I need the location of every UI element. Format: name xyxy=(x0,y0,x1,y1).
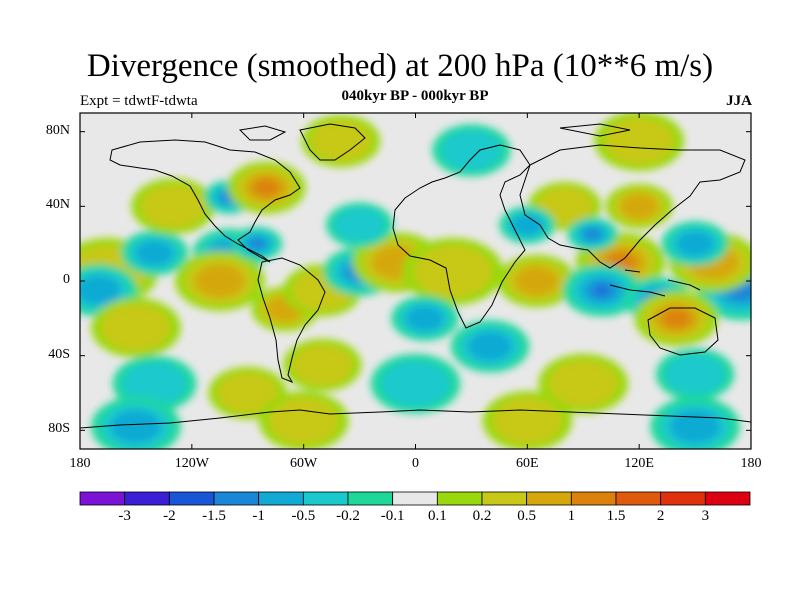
colorbar-box xyxy=(258,491,304,506)
colorbar-box xyxy=(302,491,349,506)
coastline-arctic-islands xyxy=(238,123,631,141)
colorbar-label: -2 xyxy=(163,508,176,524)
colorbar-box xyxy=(660,491,706,506)
colorbar-label: 2 xyxy=(656,508,665,524)
lon-label: 60W xyxy=(290,456,318,471)
coastline-indonesia xyxy=(609,269,701,297)
colorbar-label: -0.5 xyxy=(291,508,316,524)
coastline-north-america xyxy=(109,139,301,263)
experiment-label: Expt = tdwtF-tdwta xyxy=(80,93,198,109)
field-divergence-32-level-1 xyxy=(217,372,279,414)
colorbar-box xyxy=(436,491,483,506)
field-divergence-19-level-2 xyxy=(514,266,559,296)
field-convergence-33-level-1 xyxy=(380,360,451,407)
colorbar-box xyxy=(124,491,170,506)
field-convergence-24-level-4 xyxy=(597,287,607,294)
colorbar-box xyxy=(347,491,394,506)
colorbar-label: 0.2 xyxy=(472,508,492,524)
colorbar-box xyxy=(79,491,126,506)
coastline-greenland xyxy=(299,123,366,161)
coastline-europe-africa xyxy=(392,144,531,329)
field-divergence-41-level-1 xyxy=(310,120,372,162)
field-divergence-8-level-2 xyxy=(194,264,245,298)
colorbar-label: -1 xyxy=(252,508,265,524)
lat-label: 40N xyxy=(45,197,70,213)
colorbar-box xyxy=(168,491,215,506)
colorbar-box xyxy=(570,491,617,506)
coastlines xyxy=(80,123,751,429)
lat-label: 40S xyxy=(48,346,70,362)
field-convergence-29-level-2 xyxy=(676,231,714,257)
colorbar-box xyxy=(526,491,572,506)
lon-label: 60E xyxy=(516,456,539,471)
colorbar-box xyxy=(615,491,662,506)
coastline-australia xyxy=(647,307,719,356)
axis-ticks xyxy=(79,113,752,449)
colorbar-label: 1 xyxy=(567,508,576,524)
lon-label: 180 xyxy=(69,456,91,471)
field-convergence-35-level-1 xyxy=(664,353,726,395)
field-convergence-36-level-2 xyxy=(110,409,161,444)
colorbar-label: 1.5 xyxy=(606,508,626,524)
lat-label: 0 xyxy=(63,272,70,287)
field-divergence-14-level-1 xyxy=(413,245,493,298)
colorbar-label: 0.1 xyxy=(427,508,447,524)
plot-subtitle: 040kyr BP - 000kyr BP xyxy=(341,88,489,104)
colorbar-box xyxy=(704,491,751,506)
field-convergence-9-level-3 xyxy=(248,237,266,250)
lon-label: 120W xyxy=(174,456,209,471)
colorbar-label: -3 xyxy=(118,508,131,524)
field-divergence-42-level-1 xyxy=(604,117,675,165)
field-convergence-40-level-1 xyxy=(440,129,502,171)
colorbar xyxy=(79,491,751,506)
lat-label: 80N xyxy=(45,122,70,138)
field-divergence-17-level-1 xyxy=(291,344,353,386)
field-divergence-27-level-3 xyxy=(662,308,691,328)
field-convergence-16-level-1 xyxy=(333,207,386,243)
field-convergence-18-level-2 xyxy=(468,331,512,361)
field-divergence-2-level-1 xyxy=(101,304,171,351)
field-convergence-1-level-2 xyxy=(80,275,121,305)
colorbar-label: 3 xyxy=(701,508,710,524)
field-convergence-21-level-2 xyxy=(511,214,543,236)
colorbar-label: 0.5 xyxy=(517,508,537,524)
colorbar-label: -1.5 xyxy=(202,508,226,524)
plot-title: Divergence (smoothed) at 200 hPa (10**6 … xyxy=(86,48,714,84)
colorbar-label: -0.1 xyxy=(380,508,405,524)
field-convergence-15-level-2 xyxy=(406,305,444,331)
colorbar-box xyxy=(392,491,438,506)
field-divergence-38-level-1 xyxy=(492,397,563,445)
colorbar-label: -0.2 xyxy=(336,508,360,524)
colorbar-box xyxy=(213,491,260,506)
coastline-south-america xyxy=(257,257,326,383)
colorbar-box xyxy=(481,491,528,506)
season-label: JJA xyxy=(726,93,752,109)
field-divergence-34-level-1 xyxy=(548,360,619,407)
field-convergence-39-level-2 xyxy=(670,409,721,444)
lon-label: 120E xyxy=(624,456,654,471)
lat-label: 80S xyxy=(48,421,70,437)
coastline-asia xyxy=(519,144,746,269)
field-divergence-37-level-1 xyxy=(268,397,339,445)
field-convergence-3-level-2 xyxy=(135,240,174,266)
field-convergence-31-level-1 xyxy=(121,361,188,406)
field-divergence-30-level-2 xyxy=(620,193,658,219)
field-convergence-23-level-3 xyxy=(584,228,602,241)
field-divergence-6-level-3 xyxy=(253,178,280,197)
field-divergence-4-level-1 xyxy=(140,184,206,229)
lon-label: 180 xyxy=(740,456,762,471)
coastline-antarctica xyxy=(80,409,751,429)
lon-label: 0 xyxy=(412,456,419,471)
